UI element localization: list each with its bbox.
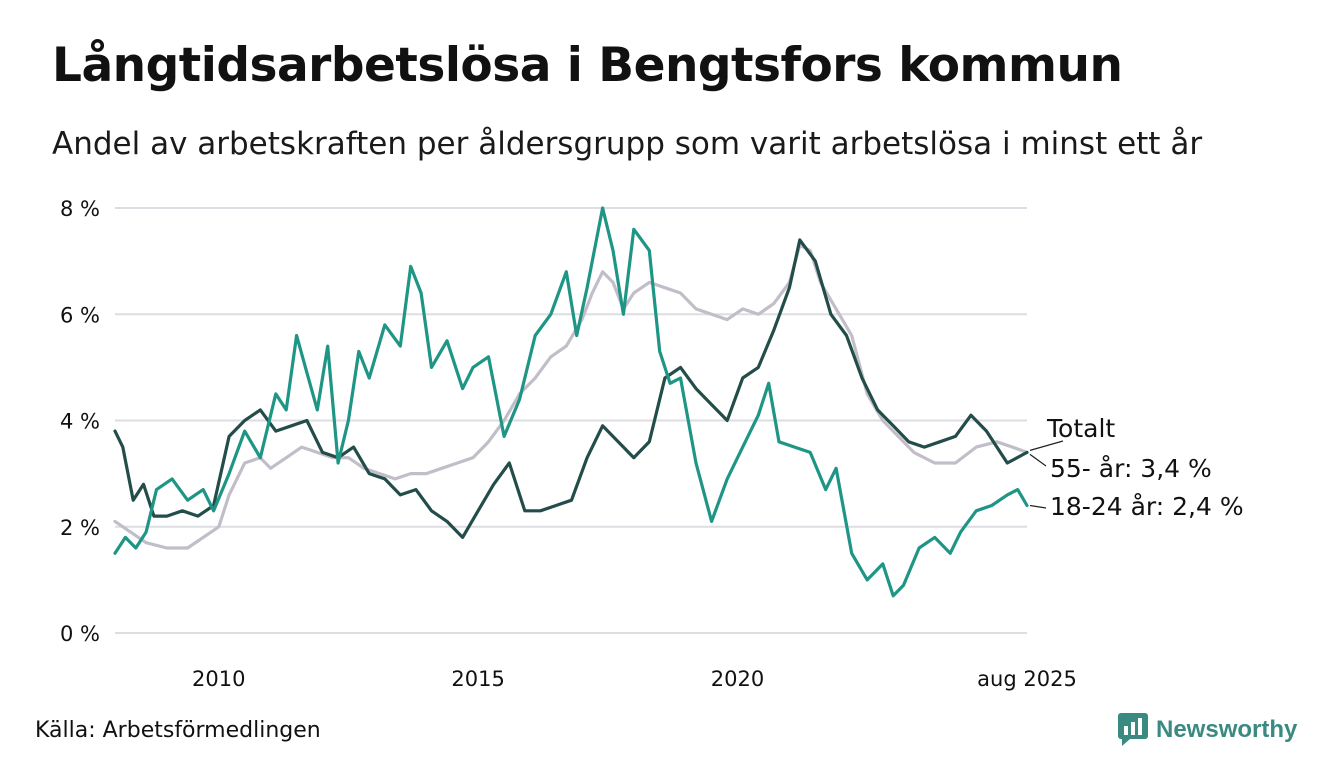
line-chart: 0 % 2 % 4 % 6 % 8 % 2010 2015 2020 aug 2025 Tot… [60,197,1244,691]
series-line [113,206,1029,598]
y-tick-label: 0 % [60,622,100,646]
y-tick-label: 2 % [60,516,100,540]
label-leader [1029,440,1064,451]
brand-name: Newsworthy [1156,716,1298,743]
x-tick-label: 2015 [451,667,504,691]
x-axis-ticks: 2010 2015 2020 aug 2025 [192,667,1077,691]
series-label: 55- år: 3,4 % [1050,454,1212,483]
series-labels: Totalt 55- år: 3,4 % 18-24 år: 2,4 % [1029,414,1244,521]
grid-lines [115,207,1027,634]
label-leader [1029,504,1047,509]
newsworthy-logo-icon [1118,713,1148,746]
series-lines [113,206,1029,598]
series-label: Totalt [1046,414,1115,443]
brand-logo: Newsworthy [1118,713,1297,747]
series-label: 18-24 år: 2,4 % [1050,492,1244,521]
x-tick-label: 2010 [192,667,245,691]
page-subtitle: Andel av arbetskraften per åldersgrupp s… [52,126,1203,162]
label-leader [1029,453,1047,467]
y-tick-label: 4 % [60,410,100,434]
source-note: Källa: Arbetsförmedlingen [35,718,321,743]
y-axis-ticks: 0 % 2 % 4 % 6 % 8 % [60,197,100,646]
y-tick-label: 6 % [60,303,100,327]
series-line [113,238,1029,539]
page-title: Långtidsarbetslösa i Bengtsfors kommun [52,38,1123,93]
x-tick-label: 2020 [711,667,764,691]
series-line [113,243,1029,550]
x-tick-label: aug 2025 [977,667,1077,691]
y-tick-label: 8 % [60,197,100,221]
